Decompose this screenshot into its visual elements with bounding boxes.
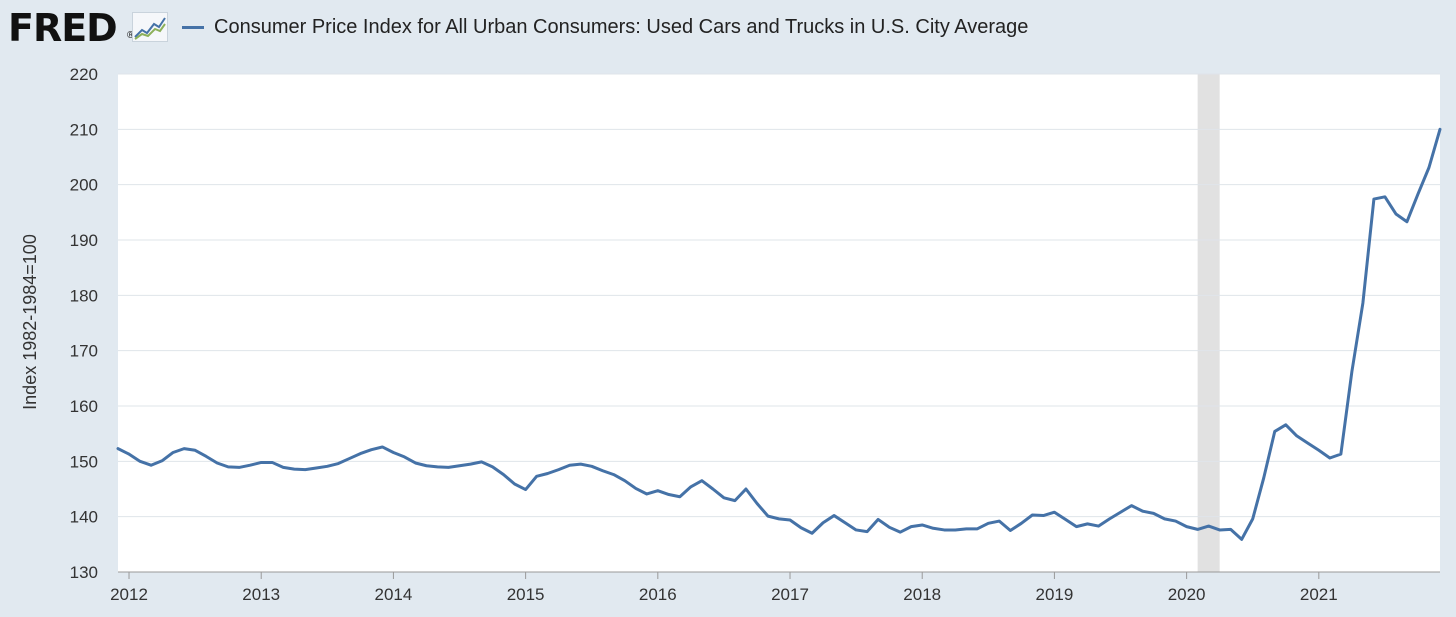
chart-legend: Consumer Price Index for All Urban Consu… bbox=[182, 16, 1028, 39]
y-tick-label: 210 bbox=[70, 120, 98, 139]
x-tick-label: 2019 bbox=[1036, 585, 1074, 604]
x-tick-label: 2017 bbox=[771, 585, 809, 604]
y-tick-label: 150 bbox=[70, 452, 98, 471]
x-tick-label: 2012 bbox=[110, 585, 148, 604]
legend-series-swatch bbox=[182, 26, 204, 29]
x-tick-label: 2021 bbox=[1300, 585, 1338, 604]
recession-band bbox=[1197, 74, 1220, 572]
x-tick-label: 2016 bbox=[639, 585, 677, 604]
registered-mark: ® bbox=[127, 30, 135, 41]
y-tick-label: 160 bbox=[70, 397, 98, 416]
y-tick-label: 180 bbox=[70, 286, 98, 305]
line-chart-icon bbox=[132, 12, 168, 42]
chart-header: FRED ® Consumer Price Index for All Urba… bbox=[0, 0, 1456, 60]
y-tick-label: 190 bbox=[70, 231, 98, 250]
fred-logo[interactable]: FRED bbox=[8, 6, 118, 50]
x-tick-label: 2020 bbox=[1168, 585, 1206, 604]
x-tick-label: 2015 bbox=[507, 585, 545, 604]
y-tick-label: 170 bbox=[70, 342, 98, 361]
recession-shading-group bbox=[1197, 74, 1220, 572]
x-tick-label: 2013 bbox=[242, 585, 280, 604]
y-axis-ticks: 130 140 150 160 170 180 190 200 210 220 bbox=[70, 65, 98, 582]
x-tick-label: 2014 bbox=[375, 585, 413, 604]
y-tick-label: 200 bbox=[70, 176, 98, 195]
x-axis-ticks: 2012 2013 2014 2015 2016 2017 2018 2019 2020 2021 bbox=[110, 571, 1440, 604]
y-tick-label: 140 bbox=[70, 508, 98, 527]
legend-series-label: Consumer Price Index for All Urban Consu… bbox=[214, 16, 1029, 38]
series-line bbox=[116, 127, 1442, 541]
x-tick-label: 2018 bbox=[903, 585, 941, 604]
plot-area bbox=[118, 74, 1440, 572]
y-axis-title: Index 1982-1984=100 bbox=[20, 234, 40, 410]
y-tick-label: 130 bbox=[70, 563, 98, 582]
y-tick-label: 220 bbox=[70, 65, 98, 84]
